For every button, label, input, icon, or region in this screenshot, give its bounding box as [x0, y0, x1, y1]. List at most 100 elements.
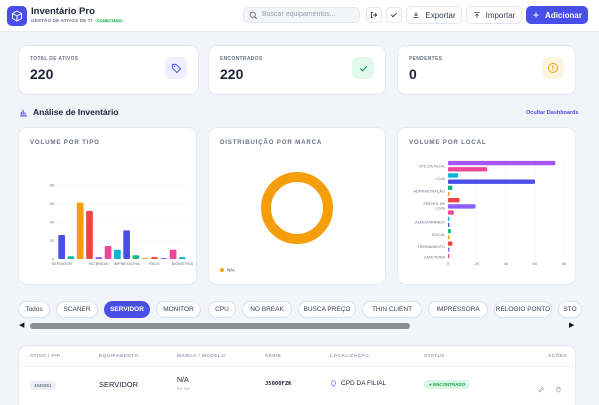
logout-icon: [370, 11, 378, 19]
stat-value: 220: [30, 66, 54, 82]
export-button[interactable]: Exportar: [406, 6, 462, 24]
connection-badge: CONECTADO: [94, 19, 125, 23]
bar: [151, 257, 158, 259]
bar: [169, 249, 177, 259]
hide-dashboards-link[interactable]: Ocultar Dashboards: [526, 110, 579, 116]
chart-marca: N/A: [220, 172, 333, 274]
x-tick-label: 40: [504, 261, 509, 266]
filter-chip-scaner[interactable]: SCANER: [56, 301, 98, 318]
section-title-text: Análise de Inventário: [33, 107, 119, 117]
map-pin-icon: [331, 380, 336, 387]
filter-chip-impressora[interactable]: IMPRESSORA: [428, 301, 488, 318]
filter-chip-todos[interactable]: Todos: [18, 301, 50, 318]
bar: [114, 249, 121, 259]
y-tick-label-cont: LOJA: [436, 206, 446, 210]
chart-title: DISTRIBUIÇÃO POR MARCA: [220, 139, 323, 146]
import-button[interactable]: Importar: [466, 6, 522, 24]
x-tick-label: SERVIDOR: [52, 261, 72, 266]
y-tick-label: CAFETERIA: [424, 256, 446, 260]
upload-icon: [473, 11, 480, 18]
bar: [448, 204, 476, 209]
bar-chart-icon: [20, 109, 27, 116]
check-icon: [391, 12, 397, 18]
section-title: Análise de Inventário: [19, 107, 119, 117]
bar: [448, 198, 460, 203]
bar: [448, 247, 450, 252]
import-label: Importar: [485, 10, 516, 20]
bar: [67, 256, 75, 259]
bar: [160, 258, 168, 259]
stat-label: ENCONTRADOS: [220, 56, 263, 62]
y-tick-label: ADMINISTRAÇÃO: [413, 188, 445, 193]
assets-table: ATIVO / PIP EQUIPAMENTO MARCA / MODELO S…: [18, 345, 576, 405]
horizontal-scrollbar[interactable]: [30, 323, 410, 329]
y-tick-label: CPD DA FILIAL: [419, 165, 445, 169]
filter-chip-no-break[interactable]: NO BREAK: [242, 301, 292, 318]
filter-chip-busca-pre-o[interactable]: BUSCA PREÇO: [298, 301, 356, 318]
bar: [132, 255, 140, 259]
filter-chip-thin-client[interactable]: THIN CLIENT: [362, 301, 422, 318]
bar: [448, 253, 450, 259]
bar: [179, 257, 186, 259]
chart-card-local: VOLUME POR LOCAL 0 20 40 60 80 CPD DA FILIAL L…: [397, 127, 576, 285]
y-tick-label: ALMOXARIFADO: [415, 220, 445, 224]
trash-icon[interactable]: [555, 380, 562, 398]
bar: [448, 222, 450, 228]
row-serie: J5000FZK: [265, 381, 292, 387]
legend-swatch: [220, 268, 224, 272]
tag-icon: [165, 57, 187, 79]
bar: [448, 241, 453, 246]
add-button[interactable]: Adicionar: [526, 6, 588, 24]
y-tick-label: 80: [50, 183, 55, 188]
app-subtitle: GESTÃO DE ATIVOS DE TI CONECTADO: [31, 18, 125, 23]
bar: [95, 257, 103, 259]
scroll-right-icon[interactable]: ▶: [569, 322, 575, 329]
filter-chip-relogio-ponto[interactable]: RELOGIO PONTO: [494, 301, 552, 318]
table-header-serie: SÉRIE: [265, 354, 282, 359]
y-tick-label: 0: [52, 257, 55, 262]
bar: [448, 167, 488, 172]
filter-chip-monitor[interactable]: MONITOR: [156, 301, 201, 318]
edit-icon[interactable]: [538, 380, 545, 398]
bar: [448, 160, 556, 166]
row-local-text: CPD DA FILIAL: [341, 380, 387, 387]
bar: [104, 246, 112, 259]
stat-label: PENDENTES: [409, 56, 443, 62]
x-tick-label: NO BREAK: [89, 261, 110, 266]
stat-card-encontrados: ENCONTRADOS 220: [208, 45, 386, 95]
y-tick-label: 60: [50, 201, 55, 206]
table-header-marca: MARCA / MODELO: [177, 354, 226, 359]
bar: [123, 230, 130, 259]
plus-icon: [533, 12, 539, 18]
row-equipamento: SERVIDOR: [99, 380, 139, 389]
export-label: Exportar: [425, 10, 456, 20]
bar: [76, 202, 84, 259]
bar: [448, 228, 451, 234]
table-header-equipamento: EQUIPAMENTO: [99, 354, 139, 359]
filter-chip-servidor[interactable]: SERVIDOR: [104, 301, 150, 318]
app-title: Inventário Pro: [31, 6, 95, 17]
scroll-left-icon[interactable]: ◀: [19, 322, 25, 329]
status-text: ENCONTRADO: [432, 382, 466, 387]
y-tick-label: 40: [50, 220, 55, 225]
table-header-acoes: AÇÕES: [548, 354, 568, 359]
x-tick-label: 20: [475, 261, 480, 266]
app-header: Inventário Pro GESTÃO DE ATIVOS DE TI CON…: [0, 0, 599, 32]
y-tick-label: FISCAL: [432, 233, 445, 237]
stat-value: 220: [220, 66, 244, 82]
search-input[interactable]: Buscar equipamentos...: [243, 7, 360, 23]
chart-title: VOLUME POR LOCAL: [409, 139, 487, 146]
logout-button[interactable]: [366, 7, 382, 23]
bar: [58, 234, 65, 259]
x-tick-label: BIOMETRIA: [172, 261, 194, 266]
y-tick-label: TREINAMENTO: [417, 245, 445, 249]
add-label: Adicionar: [545, 10, 582, 20]
download-icon: [413, 12, 420, 19]
filter-chips: Todos SCANER SERVIDOR MONITOR CPU NO BREAK BUS…: [0, 301, 599, 318]
bar: [448, 185, 453, 191]
filter-chip-sto[interactable]: STO: [558, 301, 582, 318]
check-all-button[interactable]: [386, 7, 402, 23]
bar: [448, 173, 459, 178]
filter-chip-cpu[interactable]: CPU: [208, 301, 236, 318]
search-icon: [249, 11, 258, 26]
